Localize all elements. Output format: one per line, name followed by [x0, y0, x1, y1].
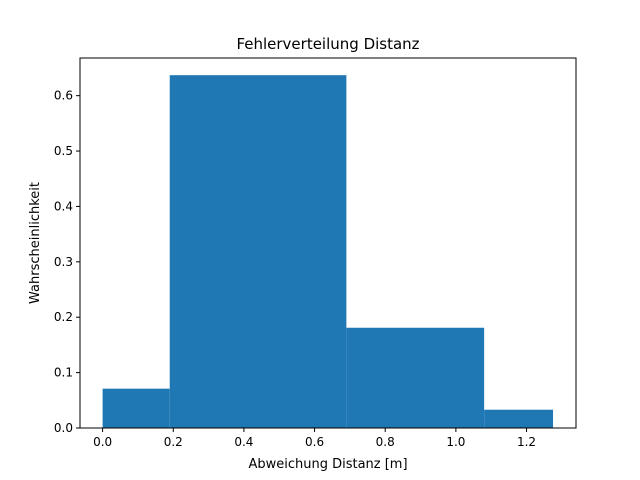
y-tick-label: 0.3: [54, 255, 73, 269]
histogram-bar-4: [484, 409, 554, 428]
x-tick-label: 0.6: [305, 435, 324, 449]
x-tick-label: 0.2: [164, 435, 183, 449]
x-axis-label: Abweichung Distanz [m]: [248, 457, 407, 472]
x-axis-ticks: 0.0 0.2 0.4 0.6 0.8 1.0 1.2: [93, 428, 536, 449]
y-tick-label: 0.0: [54, 421, 73, 435]
x-tick-label: 0.8: [376, 435, 395, 449]
y-axis-label: Wahrscheinlichkeit: [28, 182, 43, 304]
y-axis-ticks: 0.0 0.1 0.2 0.3 0.4 0.5 0.6: [54, 89, 80, 435]
y-tick-label: 0.1: [54, 366, 73, 380]
y-tick-label: 0.2: [54, 310, 73, 324]
y-tick-label: 0.4: [54, 199, 73, 213]
x-tick-label: 0.0: [93, 435, 112, 449]
chart-title: Fehlerverteilung Distanz: [236, 35, 419, 53]
x-tick-label: 1.0: [446, 435, 465, 449]
x-tick-label: 1.2: [517, 435, 536, 449]
bars-group: [102, 75, 554, 429]
x-tick-label: 0.4: [234, 435, 253, 449]
y-tick-label: 0.6: [54, 89, 73, 103]
y-tick-label: 0.5: [54, 144, 73, 158]
plot-frame: [79, 57, 577, 429]
histogram-bar-2: [169, 75, 347, 429]
histogram-bar-1: [102, 388, 170, 428]
histogram-bar-3: [346, 327, 485, 428]
